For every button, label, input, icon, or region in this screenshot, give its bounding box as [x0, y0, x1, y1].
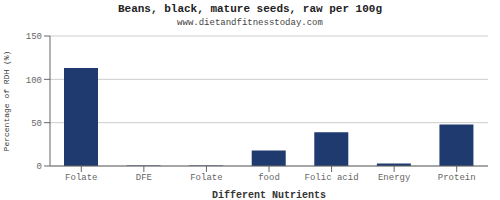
svg-text:Energy: Energy — [378, 173, 411, 183]
svg-text:food: food — [258, 173, 280, 183]
svg-text:Protein: Protein — [438, 173, 476, 183]
svg-text:Percentage of RDH (%): Percentage of RDH (%) — [8, 51, 11, 152]
svg-text:0: 0 — [37, 162, 42, 172]
svg-text:Different Nutrients: Different Nutrients — [212, 190, 326, 200]
svg-text:DFE: DFE — [136, 173, 152, 183]
svg-text:50: 50 — [31, 119, 42, 129]
svg-text:Folate: Folate — [190, 173, 222, 183]
svg-text:100: 100 — [26, 76, 42, 86]
html-text:www.dietandfitnesstoday.com: www.dietandfitnesstoday.com — [177, 18, 323, 28]
svg-text:150: 150 — [26, 32, 42, 42]
svg-text:Folate: Folate — [65, 173, 97, 183]
svg-text:Folic acid: Folic acid — [305, 173, 359, 183]
html-text:Beans, black, mature seeds, ra: Beans, black, mature seeds, raw per 100g — [118, 3, 382, 15]
